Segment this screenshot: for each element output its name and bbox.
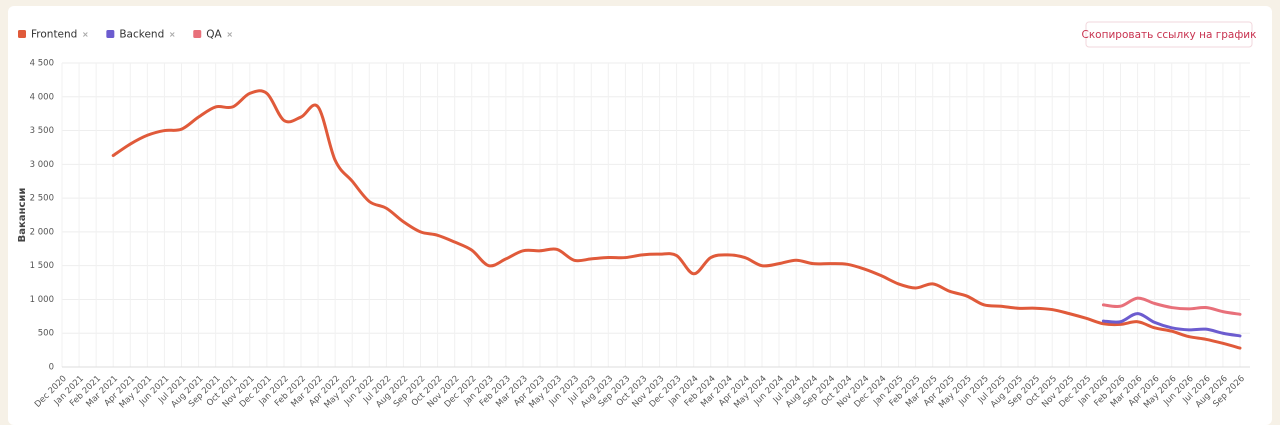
y-axis-label: Вакансии bbox=[17, 188, 28, 243]
copy-link-button[interactable]: Скопировать ссылку на график bbox=[1082, 21, 1257, 48]
legend-swatch bbox=[106, 30, 115, 38]
series-line bbox=[1101, 296, 1242, 316]
button-frame bbox=[1085, 21, 1253, 48]
card bbox=[8, 6, 1272, 425]
y-tick-label: 1 500 bbox=[30, 261, 54, 271]
legend-label: Frontend bbox=[31, 29, 77, 41]
legend-remove-icon[interactable] bbox=[169, 32, 175, 37]
y-tick-label: 500 bbox=[38, 329, 54, 339]
legend-item[interactable]: Backend bbox=[106, 29, 175, 41]
button-label[interactable]: Скопировать ссылку на график bbox=[1082, 29, 1257, 41]
legend-item[interactable]: Frontend bbox=[18, 29, 88, 41]
y-tick-label: 4 000 bbox=[30, 92, 54, 102]
series-line bbox=[111, 89, 1242, 350]
y-tick-label: 2 500 bbox=[30, 194, 54, 204]
legend-item[interactable]: QA bbox=[193, 29, 233, 41]
series-line bbox=[1101, 312, 1242, 338]
legend-label: Backend bbox=[119, 29, 164, 41]
legend-label: QA bbox=[206, 29, 222, 41]
y-tick-label: 3 500 bbox=[30, 126, 54, 136]
y-tick-label: 4 500 bbox=[30, 59, 54, 69]
y-tick-label: 2 000 bbox=[30, 227, 54, 237]
y-tick-label: 1 000 bbox=[30, 295, 54, 305]
legend-remove-icon[interactable] bbox=[82, 32, 88, 37]
legend-remove-icon[interactable] bbox=[227, 32, 233, 37]
y-tick-label: 3 000 bbox=[30, 160, 54, 170]
y-tick-label: 0 bbox=[49, 363, 54, 373]
legend-swatch bbox=[193, 30, 202, 38]
legend-swatch bbox=[18, 30, 26, 38]
